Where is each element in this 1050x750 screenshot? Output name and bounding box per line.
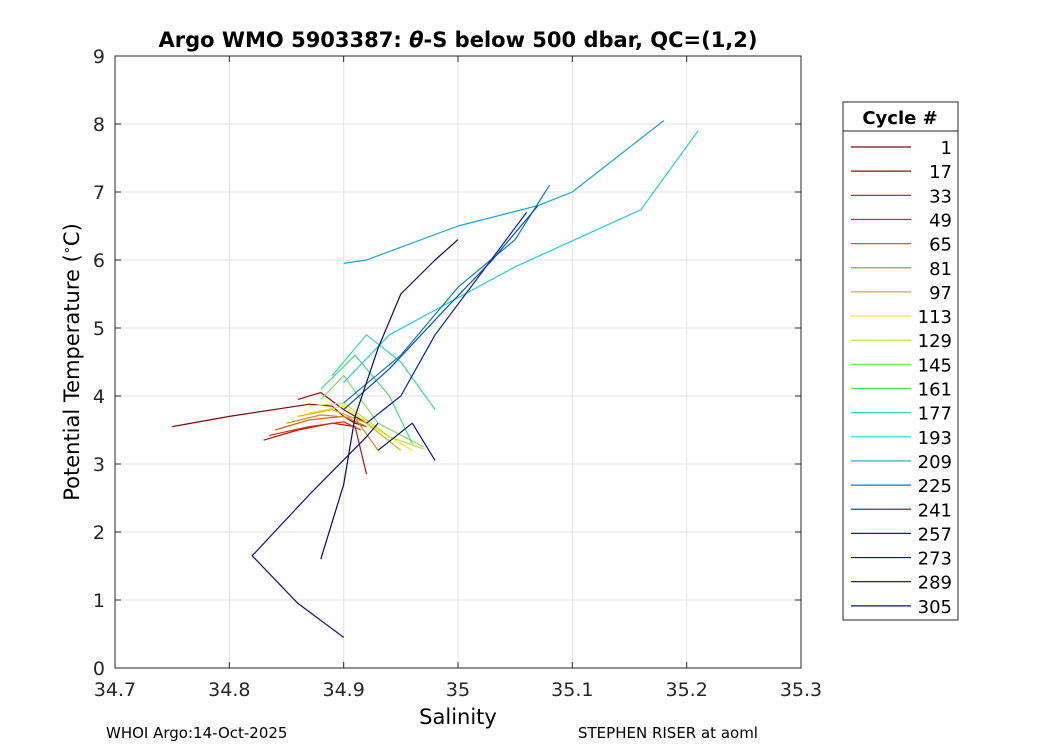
legend-title: Cycle #: [862, 108, 937, 129]
series-line-cycle-257: [366, 212, 528, 424]
series-line-cycle-193: [343, 130, 699, 383]
y-tick-label: 1: [93, 590, 105, 612]
y-tick-label: 9: [93, 46, 105, 68]
legend-label: 289: [918, 573, 952, 594]
legend: Cycle # 1 17 33 49 65 81 97 113 129 145 161 177 193 2…: [842, 101, 959, 621]
legend-entry: 81: [851, 259, 952, 280]
y-tick-label: 4: [93, 386, 105, 408]
axis-ticks: 34.7 34.8 34.9 35 35.1 35.2 35.3 0 1 2 3 4 5 6 7 8 9: [93, 46, 822, 701]
y-tick-label: 8: [93, 114, 105, 136]
legend-entry: 225: [851, 476, 952, 497]
series-layer: [172, 120, 699, 638]
footer-credit-right: STEPHEN RISER at aoml: [578, 724, 758, 742]
y-tick-label: 6: [93, 250, 105, 272]
legend-label: 225: [918, 476, 952, 497]
series-line-cycle-129: [309, 402, 424, 450]
series-line-cycle-113: [309, 405, 413, 451]
series-line-cycle-97: [297, 409, 402, 451]
legend-label: 129: [918, 331, 952, 352]
legend-label: 17: [929, 162, 952, 183]
x-tick-label: 35: [446, 679, 470, 701]
series-line-cycle-241: [343, 205, 539, 411]
y-tick-label: 7: [93, 182, 105, 204]
legend-label: 193: [918, 428, 952, 449]
legend-label: 1: [941, 138, 952, 159]
series-line-cycle-273: [377, 422, 436, 461]
legend-entry: 17: [851, 162, 952, 183]
series-line-cycle-305: [251, 422, 379, 638]
legend-entry: 209: [851, 452, 952, 473]
x-tick-label: 35.1: [551, 679, 593, 701]
legend-entry: 257: [851, 524, 952, 545]
series-line-cycle-161: [320, 354, 413, 444]
x-axis-label: Salinity: [419, 705, 497, 729]
legend-label: 241: [918, 500, 952, 521]
x-tick-label: 34.9: [323, 679, 365, 701]
x-tick-label: 35.2: [666, 679, 708, 701]
legend-entry: 305: [851, 597, 952, 618]
legend-entry: 113: [851, 307, 952, 328]
legend-entry: 65: [851, 235, 952, 256]
series-line-cycle-209: [343, 120, 665, 264]
legend-label: 257: [918, 524, 952, 545]
legend-entry: 193: [851, 428, 952, 449]
y-axis-label: Potential Temperature (∘C): [60, 223, 84, 501]
legend-label: 161: [918, 380, 952, 401]
y-tick-label: 0: [93, 658, 105, 680]
y-tick-label: 2: [93, 522, 105, 544]
series-line-cycle-81: [286, 414, 379, 451]
legend-entry: 289: [851, 573, 952, 594]
legend-entry: 49: [851, 210, 952, 231]
legend-entry: 1: [851, 138, 952, 159]
legend-label: 177: [918, 404, 952, 425]
legend-label: 113: [918, 307, 952, 328]
legend-entry: 241: [851, 500, 952, 521]
legend-entry: 33: [851, 186, 952, 207]
legend-entry: 177: [851, 404, 952, 425]
legend-label: 49: [929, 210, 952, 231]
legend-entries: 1 17 33 49 65 81 97 113 129 145 161 177 193 209 225 241…: [851, 138, 952, 618]
legend-entry: 129: [851, 331, 952, 352]
legend-label: 65: [929, 235, 952, 256]
legend-entry: 97: [851, 283, 952, 304]
series-line-cycle-225: [343, 184, 551, 404]
legend-label: 97: [929, 283, 952, 304]
legend-label: 145: [918, 355, 952, 376]
x-tick-label: 34.8: [208, 679, 250, 701]
legend-entry: 273: [851, 549, 952, 570]
chart-title: Argo WMO 5903387: θ-S below 500 dbar, QC…: [158, 28, 757, 52]
x-tick-label: 34.7: [94, 679, 136, 701]
series-line-cycle-1: [172, 403, 367, 428]
legend-label: 81: [929, 259, 952, 280]
legend-label: 273: [918, 549, 952, 570]
legend-entry: 145: [851, 355, 952, 376]
legend-label: 209: [918, 452, 952, 473]
series-line-cycle-177: [331, 334, 436, 410]
legend-entry: 161: [851, 380, 952, 401]
series-line-cycle-289: [320, 239, 459, 560]
y-tick-label: 3: [93, 454, 105, 476]
series-line-cycle-65: [274, 415, 367, 431]
y-tick-label: 5: [93, 318, 105, 340]
series-line-cycle-49: [269, 421, 362, 436]
legend-label: 33: [929, 186, 952, 207]
x-tick-label: 35.3: [780, 679, 822, 701]
footer-credit-left: WHOI Argo:14-Oct-2025: [106, 724, 288, 742]
legend-label: 305: [918, 597, 952, 618]
